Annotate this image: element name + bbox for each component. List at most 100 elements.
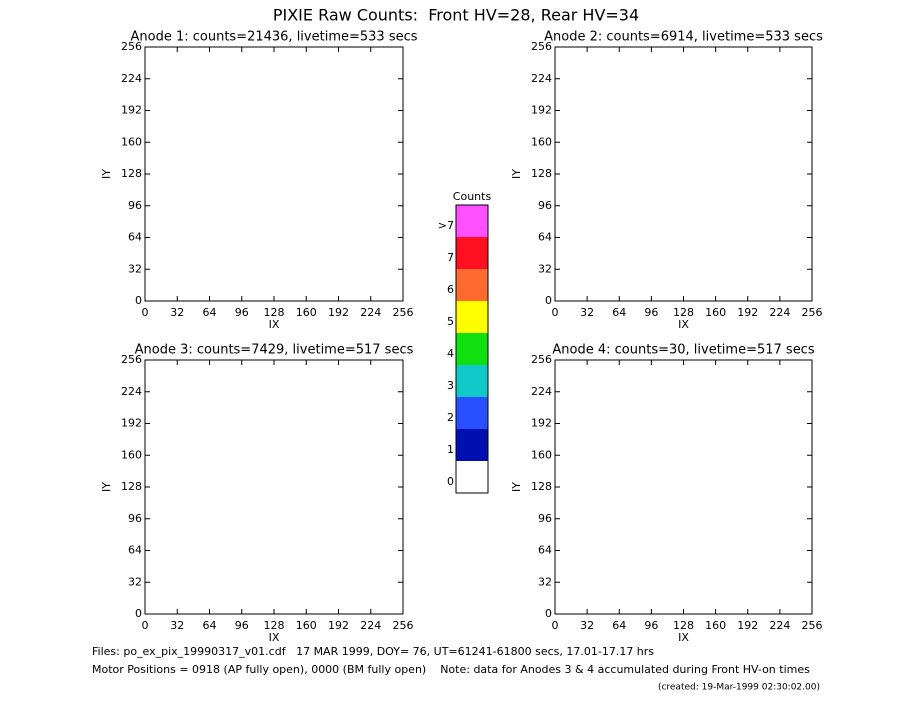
y-tick-label: 128 bbox=[121, 167, 142, 180]
x-axis-label: IX bbox=[678, 318, 689, 331]
y-tick-label: 96 bbox=[538, 199, 552, 212]
x-tick-label: 192 bbox=[737, 619, 758, 632]
plot-frame bbox=[554, 46, 813, 302]
x-tick-label: 32 bbox=[580, 619, 594, 632]
x-tick-label: 224 bbox=[769, 619, 790, 632]
y-tick-label: 256 bbox=[121, 353, 142, 366]
x-tick-label: 0 bbox=[552, 619, 559, 632]
x-tick-label: 0 bbox=[142, 306, 149, 319]
colorbar-label: 3 bbox=[447, 379, 454, 392]
colorbar-label: 4 bbox=[447, 347, 454, 360]
page-title: PIXIE Raw Counts: Front HV=28, Rear HV=3… bbox=[273, 6, 639, 25]
y-tick-label: 224 bbox=[531, 72, 552, 85]
y-tick-label: 0 bbox=[135, 607, 142, 620]
y-tick-label: 96 bbox=[538, 512, 552, 525]
x-tick-label: 256 bbox=[393, 619, 414, 632]
colorbar-swatch bbox=[456, 269, 488, 301]
y-tick-label: 256 bbox=[531, 40, 552, 53]
colorbar-swatch bbox=[456, 461, 488, 493]
x-tick-label: 160 bbox=[296, 306, 317, 319]
y-tick-label: 192 bbox=[121, 417, 142, 430]
x-axis-label: IX bbox=[269, 631, 280, 644]
x-tick-label: 128 bbox=[673, 306, 694, 319]
y-axis-label: IY bbox=[100, 169, 113, 179]
y-axis-label: IY bbox=[510, 169, 523, 179]
colorbar-swatch bbox=[456, 237, 488, 269]
x-tick-label: 96 bbox=[644, 306, 658, 319]
y-tick-label: 160 bbox=[531, 135, 552, 148]
x-tick-label: 32 bbox=[170, 619, 184, 632]
x-tick-label: 64 bbox=[203, 306, 217, 319]
y-tick-label: 64 bbox=[128, 231, 142, 244]
x-axis-label: IX bbox=[269, 318, 280, 331]
y-tick-label: 128 bbox=[121, 480, 142, 493]
x-tick-label: 128 bbox=[264, 619, 285, 632]
x-tick-label: 0 bbox=[552, 306, 559, 319]
y-tick-label: 192 bbox=[531, 104, 552, 117]
colorbar-title: Counts bbox=[453, 190, 492, 203]
x-tick-label: 256 bbox=[802, 619, 823, 632]
colorbar-label: >7 bbox=[438, 219, 454, 232]
colorbar-swatch bbox=[456, 429, 488, 461]
y-tick-label: 96 bbox=[128, 199, 142, 212]
y-tick-label: 64 bbox=[128, 544, 142, 557]
panel-title: Anode 4: counts=30, livetime=517 secs bbox=[552, 343, 814, 358]
x-tick-label: 224 bbox=[769, 306, 790, 319]
x-tick-label: 64 bbox=[612, 619, 626, 632]
y-tick-label: 256 bbox=[121, 40, 142, 53]
colorbar-swatch bbox=[456, 301, 488, 333]
x-tick-label: 192 bbox=[737, 306, 758, 319]
x-tick-label: 96 bbox=[235, 306, 249, 319]
colorbar-label: 6 bbox=[447, 283, 454, 296]
colorbar-swatch bbox=[456, 333, 488, 365]
colorbar-label: 2 bbox=[447, 411, 454, 424]
x-tick-label: 128 bbox=[673, 619, 694, 632]
y-tick-label: 0 bbox=[545, 607, 552, 620]
y-tick-label: 32 bbox=[538, 262, 552, 275]
panel-title: Anode 2: counts=6914, livetime=533 secs bbox=[544, 30, 823, 45]
colorbar-swatch bbox=[456, 397, 488, 429]
footer-files: Files: po_ex_pix_19990317_v01.cdf 17 MAR… bbox=[92, 645, 654, 658]
y-tick-label: 32 bbox=[128, 262, 142, 275]
plot-frame bbox=[144, 46, 404, 302]
x-tick-label: 64 bbox=[612, 306, 626, 319]
x-tick-label: 160 bbox=[705, 306, 726, 319]
footer-motor: Motor Positions = 0918 (AP fully open), … bbox=[92, 663, 810, 676]
x-tick-label: 96 bbox=[235, 619, 249, 632]
y-axis-label: IY bbox=[100, 482, 113, 492]
x-tick-label: 64 bbox=[203, 619, 217, 632]
x-tick-label: 32 bbox=[170, 306, 184, 319]
x-tick-label: 32 bbox=[580, 306, 594, 319]
colorbar-frame bbox=[455, 204, 489, 494]
y-axis-label: IY bbox=[510, 482, 523, 492]
colorbar-label: 1 bbox=[447, 443, 454, 456]
colorbar-swatch bbox=[456, 205, 488, 237]
x-tick-label: 256 bbox=[802, 306, 823, 319]
plot-frame bbox=[554, 359, 813, 615]
colorbar-label: 0 bbox=[447, 475, 454, 488]
x-tick-label: 224 bbox=[360, 306, 381, 319]
colorbar-label: 7 bbox=[447, 251, 454, 264]
y-tick-label: 160 bbox=[121, 448, 142, 461]
x-tick-label: 0 bbox=[142, 619, 149, 632]
y-tick-label: 64 bbox=[538, 231, 552, 244]
footer-created: (created: 19-Mar-1999 02:30:02.00) bbox=[658, 683, 820, 693]
y-tick-label: 32 bbox=[538, 575, 552, 588]
y-tick-label: 160 bbox=[121, 135, 142, 148]
y-tick-label: 0 bbox=[545, 294, 552, 307]
y-tick-label: 192 bbox=[531, 417, 552, 430]
colorbar-label: 5 bbox=[447, 315, 454, 328]
y-tick-label: 128 bbox=[531, 480, 552, 493]
y-tick-label: 224 bbox=[531, 385, 552, 398]
x-tick-label: 256 bbox=[393, 306, 414, 319]
x-tick-label: 192 bbox=[328, 306, 349, 319]
y-tick-label: 160 bbox=[531, 448, 552, 461]
x-tick-label: 160 bbox=[296, 619, 317, 632]
panel-title: Anode 3: counts=7429, livetime=517 secs bbox=[135, 343, 414, 358]
colorbar-swatch bbox=[456, 365, 488, 397]
x-tick-label: 160 bbox=[705, 619, 726, 632]
x-tick-label: 224 bbox=[360, 619, 381, 632]
plot-frame bbox=[144, 359, 404, 615]
y-tick-label: 64 bbox=[538, 544, 552, 557]
